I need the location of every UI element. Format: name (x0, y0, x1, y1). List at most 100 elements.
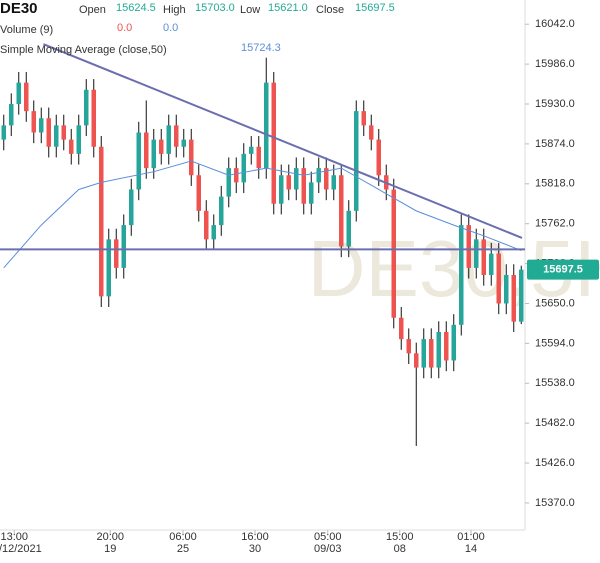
candle-body (84, 89, 89, 126)
candle-body (136, 132, 141, 190)
symbol: DE30 (0, 0, 38, 17)
x-tick-date: 09/03 (314, 543, 342, 555)
y-tick-label: 15538.0 (535, 377, 575, 389)
sma-label: Simple Moving Average (close,50) (0, 44, 167, 56)
x-tick-label: 05:00 (314, 531, 342, 543)
candle-body (9, 104, 14, 126)
candle-body (159, 139, 164, 154)
candle-body (324, 168, 329, 190)
high-label: High (163, 4, 186, 16)
candle-body (369, 125, 374, 140)
y-tick-label: 16042.0 (535, 18, 575, 30)
candle-body (346, 210, 351, 247)
candle-body (444, 331, 449, 361)
open-value: 15624.5 (116, 2, 156, 14)
volume-value: 0.0 (117, 22, 132, 34)
candle-body (61, 125, 66, 140)
candle-body (519, 269, 524, 322)
x-tick-date: 08 (394, 543, 406, 555)
y-tick-label: 15482.0 (535, 417, 575, 429)
sma-value: 15724.3 (241, 42, 281, 54)
y-tick-label: 15370.0 (535, 497, 575, 509)
candle-body (474, 239, 479, 268)
candle-body (511, 274, 516, 322)
low-value: 15621.0 (268, 2, 308, 14)
candle-body (69, 139, 74, 154)
candle-body (24, 82, 29, 112)
candle-body (249, 146, 254, 154)
x-tick-date: 25 (177, 543, 189, 555)
candle-body (219, 196, 224, 226)
candle-body (1, 125, 6, 140)
close-label: Close (316, 4, 344, 16)
x-tick-date: 30 (249, 543, 261, 555)
candle-body (406, 339, 411, 354)
candle-body (46, 118, 51, 147)
candle-body (181, 139, 186, 147)
candle-body (121, 225, 126, 268)
candle-body (391, 189, 396, 318)
candle-body (144, 132, 149, 169)
volume-label: Volume (9) (0, 24, 53, 36)
x-tick-date: 14 (465, 543, 477, 555)
candle-body (39, 118, 44, 133)
y-tick-label: 15426.0 (535, 457, 575, 469)
y-tick-label: 15986.0 (535, 58, 575, 70)
candle-body (279, 175, 284, 204)
candle-body (234, 168, 239, 183)
price-tag-label: 15697.5 (543, 264, 583, 276)
candle-body (466, 225, 471, 268)
candle-body (264, 82, 269, 169)
y-tick-label: 15650.0 (535, 297, 575, 309)
trend-line (43, 43, 523, 239)
candle-body (421, 339, 426, 368)
open-label: Open (79, 4, 106, 16)
sma-line (3, 160, 522, 269)
candle-body (451, 324, 456, 361)
candle-body (376, 139, 381, 176)
candle-body (114, 239, 119, 268)
candle-body (339, 175, 344, 247)
candle-body (106, 239, 111, 297)
candle-body (436, 331, 441, 368)
candle-body (331, 175, 336, 190)
candle-body (294, 168, 299, 190)
candle-body (189, 139, 194, 176)
high-value: 15703.0 (195, 2, 235, 14)
candle-body (481, 239, 486, 275)
candle-body (241, 153, 246, 183)
candle-body (196, 175, 201, 211)
candle-body (91, 89, 96, 147)
y-tick-label: 15762.0 (535, 218, 575, 230)
candle-body (429, 339, 434, 368)
candle-body (459, 225, 464, 325)
candle-body (301, 168, 306, 204)
candle-body (309, 182, 314, 204)
price-tag (527, 259, 599, 280)
candle-body (504, 274, 509, 304)
y-tick-label: 15930.0 (535, 98, 575, 110)
x-tick-label: 06:00 (169, 531, 197, 543)
candle-body (271, 82, 276, 204)
x-tick-label: 01:00 (457, 531, 485, 543)
candle-body (54, 125, 59, 147)
volume-value: 0.0 (163, 22, 178, 34)
x-tick-label: 16:00 (241, 531, 269, 543)
x-tick-label: 20:00 (96, 531, 124, 543)
candle-body (16, 82, 21, 105)
candle-body (174, 125, 179, 147)
candle-body (354, 111, 359, 211)
candle-body (286, 175, 291, 190)
candle-body (204, 210, 209, 240)
candle-body (211, 225, 216, 240)
candle-body (414, 353, 419, 368)
candle-body (151, 139, 156, 169)
candle-body (166, 125, 171, 154)
candle-body (256, 146, 261, 169)
y-tick-label: 15874.0 (535, 138, 575, 150)
y-tick-label: 15818.0 (535, 178, 575, 190)
x-tick-label: 15:00 (386, 531, 414, 543)
candle-body (226, 168, 231, 197)
candle-body (361, 111, 366, 126)
candle-body (496, 253, 501, 304)
